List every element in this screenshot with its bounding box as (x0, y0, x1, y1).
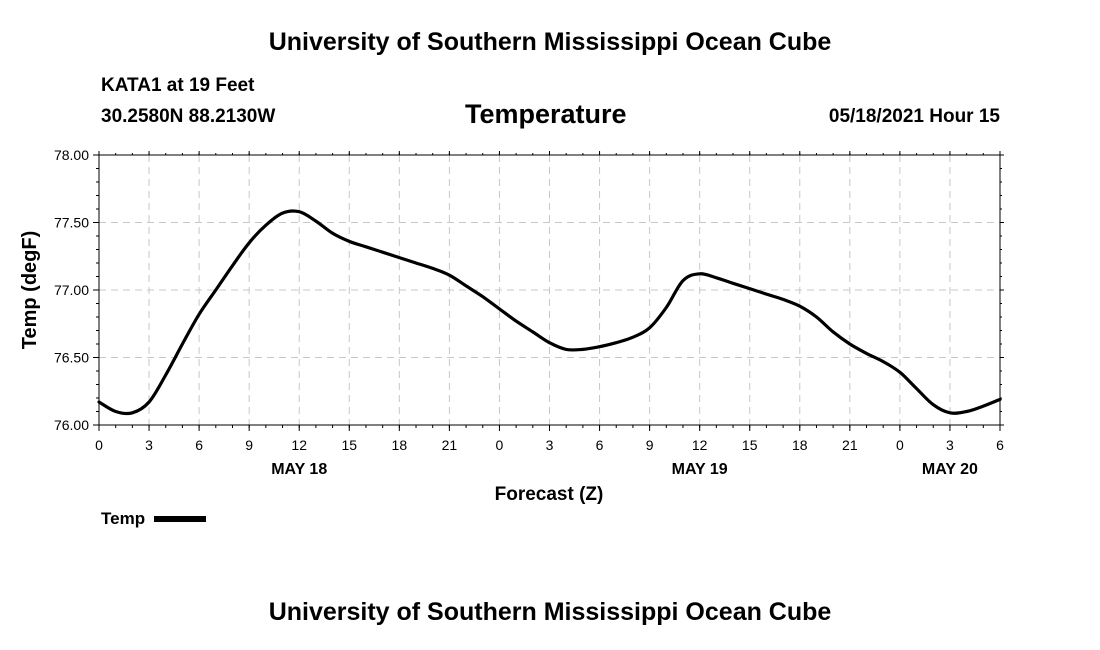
x-axis-label: Forecast (Z) (495, 484, 604, 505)
legend-swatch-temp (154, 516, 207, 522)
station-name: KATA1 at 19 Feet (101, 75, 255, 96)
x-tick-label: 21 (442, 437, 458, 453)
y-axis-label: Temp (degF) (19, 231, 41, 350)
x-tick-label: 0 (896, 437, 904, 453)
x-tick-label: 6 (996, 437, 1004, 453)
x-tick-label: 21 (842, 437, 858, 453)
x-tick-label: 6 (596, 437, 604, 453)
forecast-datetime: 05/18/2021 Hour 15 (828, 106, 1000, 127)
date-label: MAY 19 (672, 461, 728, 478)
x-tick-label: 18 (792, 437, 808, 453)
x-tick-label: 18 (392, 437, 408, 453)
y-axis: 76.00 76.50 77.00 77.50 78.00 (54, 147, 1004, 433)
y-tick-label: 77.50 (54, 215, 89, 231)
y-tick-label: 77.00 (54, 282, 89, 298)
chart-title: Temperature (465, 99, 627, 129)
legend: Temp (101, 509, 207, 529)
x-tick-label: 15 (742, 437, 758, 453)
y-tick-label: 78.00 (54, 147, 89, 163)
series-line-temp (97, 209, 1002, 416)
header-title: University of Southern Mississippi Ocean… (268, 28, 832, 56)
x-axis: 0 3 6 9 12 15 18 21 0 3 6 9 12 15 18 21 0 3 6 MAY 18 MAY 19 M… (95, 151, 1004, 478)
y-tick-label: 76.50 (54, 350, 89, 366)
footer-title: University of Southern Mississippi Ocean… (268, 598, 832, 626)
series-layer (97, 209, 1002, 416)
x-tick-label: 12 (291, 437, 307, 453)
station-coordinates: 30.2580N 88.2130W (101, 106, 276, 127)
date-label: MAY 18 (271, 461, 327, 478)
x-tick-label: 15 (341, 437, 357, 453)
date-label: MAY 20 (922, 461, 978, 478)
x-tick-label: 9 (245, 437, 253, 453)
y-tick-label: 76.00 (54, 417, 89, 433)
x-tick-label: 6 (195, 437, 203, 453)
x-tick-label: 0 (95, 437, 103, 453)
x-tick-label: 0 (496, 437, 504, 453)
x-tick-label: 3 (145, 437, 153, 453)
x-tick-label: 12 (692, 437, 708, 453)
x-tick-label: 3 (546, 437, 554, 453)
x-tick-label: 9 (646, 437, 654, 453)
legend-label-temp: Temp (101, 509, 146, 528)
grid-lines (99, 155, 1000, 425)
x-tick-label: 3 (946, 437, 954, 453)
